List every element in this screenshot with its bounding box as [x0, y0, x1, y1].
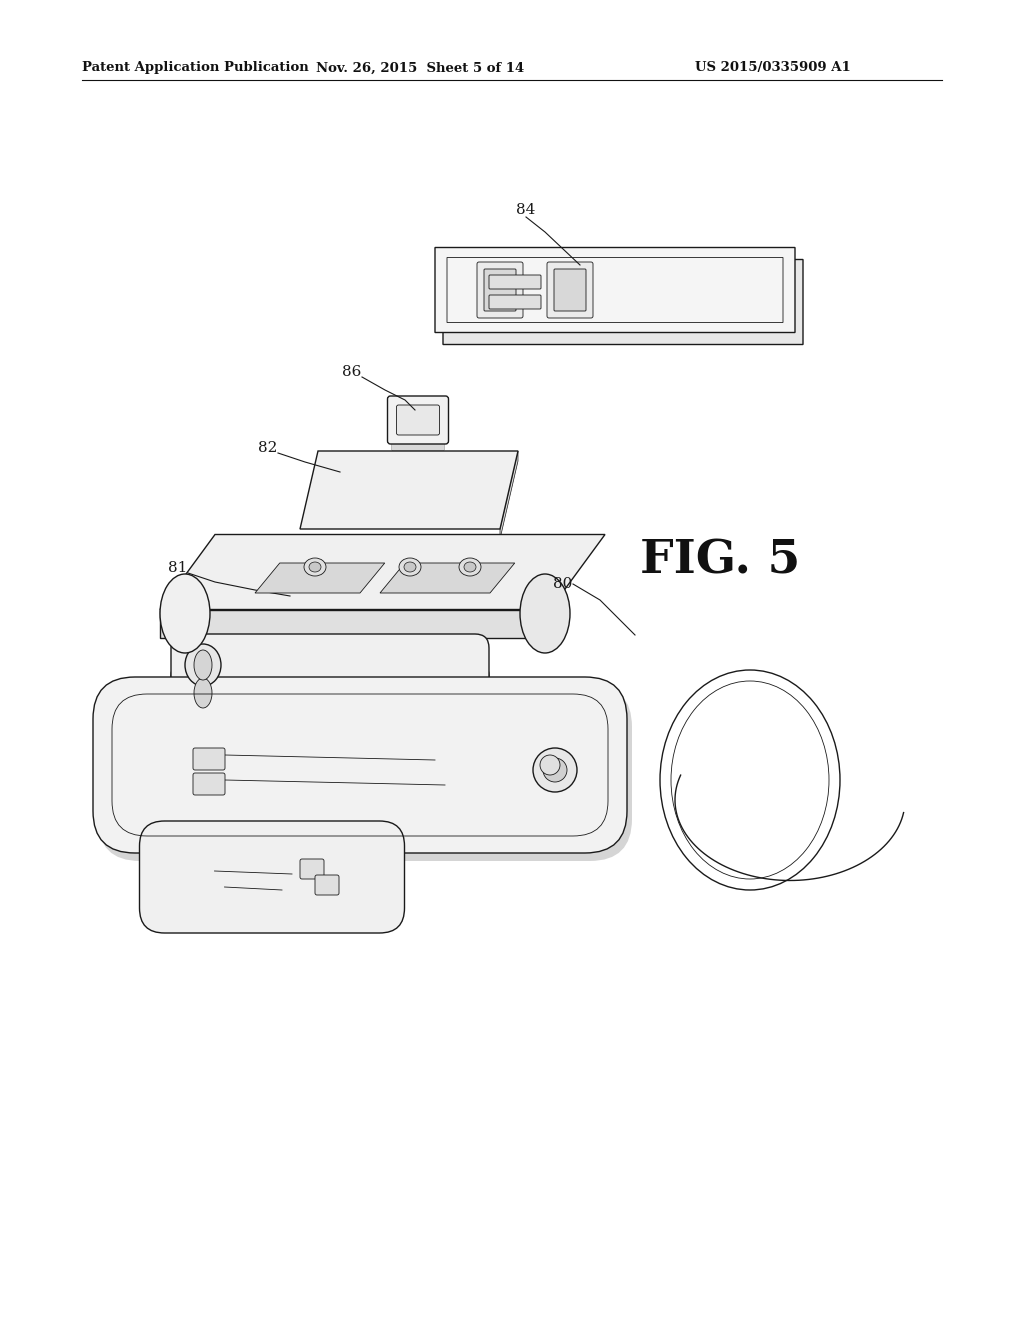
- Ellipse shape: [520, 574, 570, 653]
- FancyBboxPatch shape: [554, 269, 586, 312]
- FancyBboxPatch shape: [93, 677, 627, 853]
- FancyBboxPatch shape: [443, 260, 803, 345]
- FancyBboxPatch shape: [387, 396, 449, 444]
- Polygon shape: [500, 451, 518, 539]
- Ellipse shape: [464, 562, 476, 572]
- Ellipse shape: [160, 574, 210, 653]
- FancyBboxPatch shape: [315, 875, 339, 895]
- FancyBboxPatch shape: [489, 294, 541, 309]
- FancyBboxPatch shape: [193, 774, 225, 795]
- FancyBboxPatch shape: [547, 261, 593, 318]
- Text: 82: 82: [258, 441, 278, 455]
- Text: Nov. 26, 2015  Sheet 5 of 14: Nov. 26, 2015 Sheet 5 of 14: [315, 62, 524, 74]
- FancyBboxPatch shape: [139, 821, 404, 933]
- FancyBboxPatch shape: [98, 685, 632, 861]
- FancyBboxPatch shape: [489, 275, 541, 289]
- Text: FIG. 5: FIG. 5: [640, 537, 801, 583]
- Ellipse shape: [185, 672, 221, 714]
- Text: 86: 86: [342, 366, 361, 379]
- Ellipse shape: [459, 558, 481, 576]
- Circle shape: [543, 758, 567, 781]
- Polygon shape: [255, 564, 385, 593]
- Text: 80: 80: [553, 577, 572, 591]
- Text: Patent Application Publication: Patent Application Publication: [82, 62, 309, 74]
- FancyBboxPatch shape: [396, 405, 439, 436]
- Ellipse shape: [309, 562, 321, 572]
- Text: 84: 84: [516, 203, 536, 216]
- FancyBboxPatch shape: [193, 748, 225, 770]
- Polygon shape: [160, 535, 605, 610]
- Ellipse shape: [194, 678, 212, 708]
- FancyBboxPatch shape: [300, 859, 324, 879]
- FancyBboxPatch shape: [391, 440, 444, 451]
- Polygon shape: [380, 564, 515, 593]
- Ellipse shape: [185, 644, 221, 686]
- Text: 81: 81: [168, 561, 187, 576]
- FancyBboxPatch shape: [171, 634, 489, 696]
- Ellipse shape: [399, 558, 421, 576]
- Polygon shape: [300, 451, 518, 529]
- FancyBboxPatch shape: [171, 663, 489, 723]
- FancyBboxPatch shape: [435, 248, 795, 333]
- Circle shape: [540, 755, 560, 775]
- Ellipse shape: [194, 649, 212, 680]
- Ellipse shape: [404, 562, 416, 572]
- Ellipse shape: [304, 558, 326, 576]
- Text: US 2015/0335909 A1: US 2015/0335909 A1: [695, 62, 851, 74]
- Polygon shape: [160, 610, 550, 638]
- FancyBboxPatch shape: [484, 269, 516, 312]
- FancyBboxPatch shape: [477, 261, 523, 318]
- Circle shape: [534, 748, 577, 792]
